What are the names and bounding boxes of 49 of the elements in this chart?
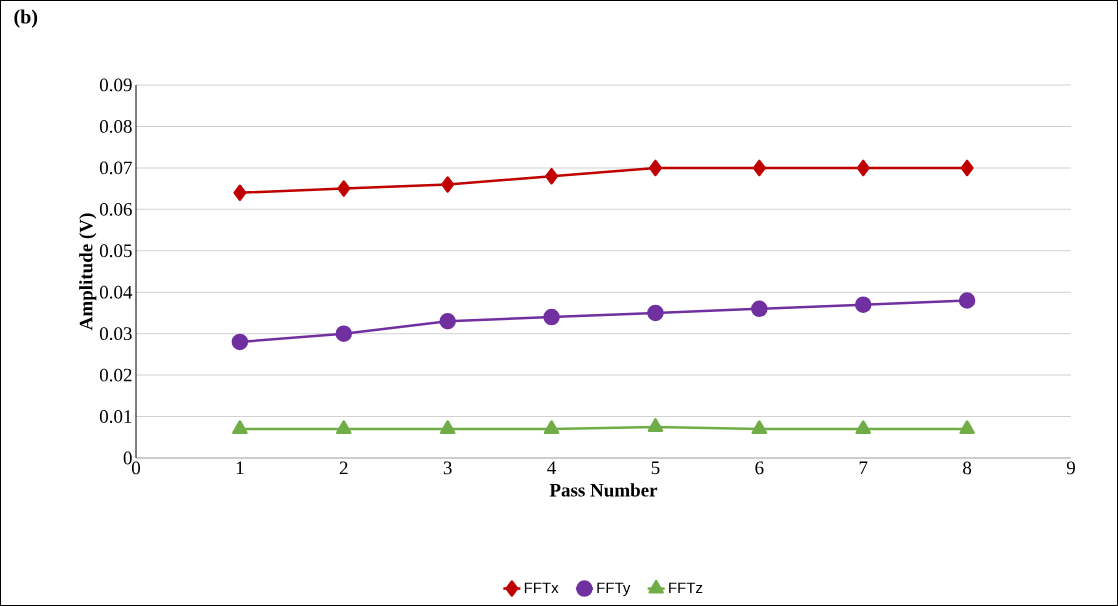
y-tick-label: 0.03: [99, 327, 132, 341]
point: [439, 312, 456, 330]
y-tick-label: 0.08: [99, 120, 132, 133]
y-tick-label: 0.05: [99, 244, 132, 258]
y-axis-title: Amplitude (V): [79, 213, 97, 331]
point: [441, 176, 455, 193]
point: [647, 418, 664, 432]
x-tick-label: 3: [443, 461, 452, 475]
x-tick-label: 4: [547, 461, 557, 475]
point: [232, 420, 248, 434]
x-tick-label: 1: [236, 461, 244, 475]
x-tick-label: 6: [755, 461, 764, 475]
point: [960, 159, 974, 177]
point: [751, 420, 768, 434]
point: [856, 159, 870, 177]
point: [543, 420, 560, 434]
x-tick-label: 9: [1066, 461, 1075, 475]
point: [233, 184, 247, 202]
y-tick-label: 0.09: [99, 78, 132, 92]
point: [647, 304, 664, 322]
point: [543, 308, 560, 326]
point: [854, 296, 872, 313]
legend-label: FFTz: [669, 582, 703, 593]
legend-label: FFTy: [597, 582, 631, 597]
y-tick-label: 0.06: [99, 202, 132, 216]
point: [958, 292, 976, 309]
point: [335, 325, 353, 342]
point: [959, 420, 975, 434]
x-tick-label: 8: [963, 461, 972, 475]
point: [439, 420, 456, 434]
point: [231, 333, 249, 351]
x-tick-label: 5: [651, 461, 660, 475]
point: [855, 420, 871, 434]
point: [336, 420, 352, 434]
chart-title: (b): [14, 9, 38, 28]
y-tick-label: 0.07: [99, 161, 132, 175]
y-tick-label: 0: [123, 451, 132, 465]
y-tick-label: 0.02: [99, 368, 132, 382]
point: [751, 300, 768, 318]
point: [752, 159, 766, 177]
point: [648, 159, 662, 177]
x-tick-label: 2: [339, 461, 348, 475]
legend-label: FFTx: [524, 582, 559, 593]
x-tick-label: 7: [859, 461, 868, 474]
point: [545, 167, 559, 185]
y-tick-label: 0.01: [99, 410, 132, 424]
y-tick-label: 0.04: [99, 285, 133, 299]
x-axis-title: Pass Number: [549, 483, 658, 497]
point: [337, 180, 351, 197]
